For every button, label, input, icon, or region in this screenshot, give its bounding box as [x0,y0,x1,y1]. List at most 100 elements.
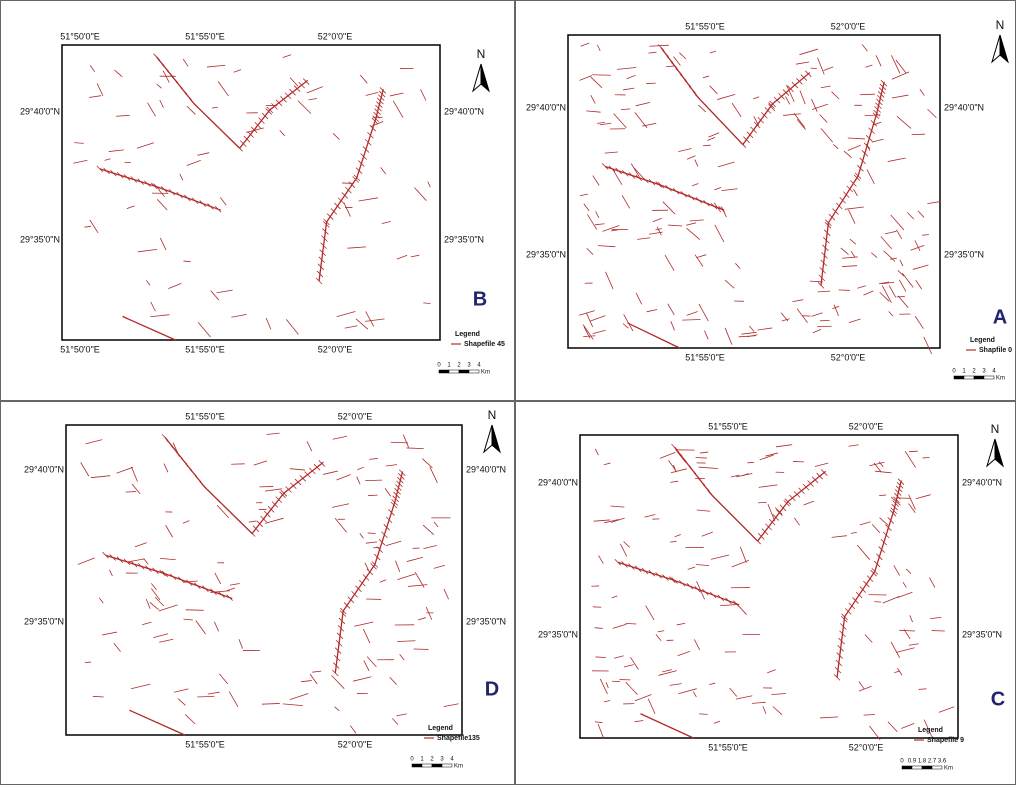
lineament [309,673,318,685]
lineament [725,508,732,516]
lineament [693,639,701,651]
lineament [159,237,167,251]
lineament [680,74,687,81]
lon-label: 51°55'0"E [708,421,748,431]
lineament [595,656,607,658]
lineament [357,466,365,471]
lineament [599,122,612,126]
lineament [579,310,595,316]
lineament [285,319,299,335]
lineament [394,488,401,495]
map-frame [579,434,959,739]
lineament [191,197,199,205]
lineament [592,175,600,186]
lineament [682,319,701,321]
lineament [74,142,84,144]
lineament [644,514,656,518]
lineament [621,561,628,568]
lineament [662,669,672,673]
legend-entry: Shapfile 0 [979,347,1012,354]
lat-label: 29°35'0"N [962,629,1002,639]
lineament [395,484,402,491]
lineament [713,720,721,724]
lineament [285,486,292,493]
lineament [888,311,894,317]
lineament [768,102,775,109]
lineament [840,623,847,630]
lineament [369,124,376,132]
lineament [658,670,677,676]
lineament [414,571,425,588]
lineament [580,42,590,47]
map-panel: 51°55'0"E 51°55'0"E 52°0'0"E 52°0'0"E 29°40'… [538,421,1005,771]
lineament [614,558,622,566]
lineament [161,570,169,578]
lineament [583,326,591,339]
scale-label: Km [944,766,953,772]
lineament [159,557,176,561]
lineament [866,575,874,582]
lineament [177,698,186,706]
lineament [707,137,716,141]
lineament [168,282,182,289]
lineament [647,698,656,715]
lineament [914,240,921,251]
lineament [427,181,431,188]
lineament [330,208,338,215]
lineament [605,682,609,689]
lineament [677,651,691,657]
lineament [684,461,692,468]
lineament [258,117,265,124]
lineament [831,535,847,538]
lineament [675,449,686,463]
lineament [332,435,348,440]
lineament [689,219,704,222]
lineament [304,471,311,478]
lineament [376,97,384,105]
lineament [702,588,709,596]
lineament [123,558,131,566]
lineament [336,311,356,318]
lineament [176,191,183,199]
lineament [834,666,842,674]
lineament [671,577,678,584]
lineament [289,77,299,87]
lat-label: 29°40'0"N [962,477,1002,487]
lineament [895,59,907,74]
lineament [336,632,344,640]
lineament [897,295,909,308]
lon-label: 52°0'0"E [318,344,353,354]
lineament [859,157,866,165]
lineament [747,530,754,538]
lineament [709,591,717,599]
scale-label: 4 [477,363,481,369]
lineament [612,169,623,185]
lineament [857,165,864,172]
lineament [739,141,747,148]
lineament [388,509,395,516]
scale-label: 2 [972,369,976,375]
lineament [378,538,386,546]
lineament [879,83,887,91]
lineament [887,157,906,162]
lineament [778,93,785,100]
lineament [211,106,218,109]
lineament [306,86,323,94]
lineament [731,102,742,118]
lineament [180,457,188,465]
lineament [747,334,758,338]
scale-bar [441,763,453,768]
lineament [210,590,230,593]
lineament [705,105,713,113]
lineament [902,581,907,588]
lineament [672,187,680,195]
lineament [775,444,793,448]
lineament [870,119,878,127]
lineament [80,462,90,477]
north-label: N [488,408,497,422]
lineament [265,108,272,115]
lineament [302,78,310,85]
lineament [850,250,856,258]
lineament [199,200,207,207]
lineament [686,311,698,316]
